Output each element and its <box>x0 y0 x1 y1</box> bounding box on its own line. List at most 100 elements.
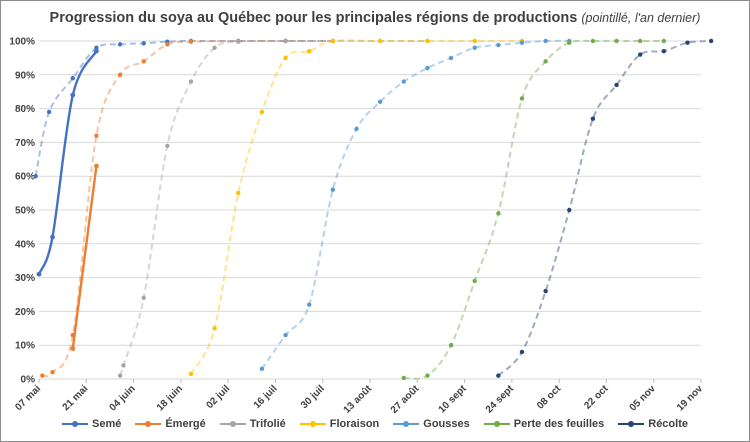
point-previous-floraison <box>307 48 312 54</box>
point-previous-emerge <box>50 370 55 375</box>
point-current-seme <box>50 234 55 240</box>
data-points <box>33 38 714 381</box>
x-tick-label: 18 juin <box>155 383 185 413</box>
x-tick-label: 04 juin <box>108 383 138 413</box>
y-tick-label: 100% <box>9 37 35 48</box>
point-previous-trifolie <box>165 143 170 148</box>
legend-item-floraison: Floraison <box>299 418 380 430</box>
point-previous-gousses <box>307 302 312 307</box>
point-current-seme <box>70 92 76 98</box>
point-previous-recolte <box>614 82 619 88</box>
point-current-seme <box>94 48 99 54</box>
y-tick-label: 30% <box>15 273 35 284</box>
chart-title: Progression du soya au Québec pour les p… <box>1 10 749 26</box>
point-current-emerge <box>70 346 76 351</box>
point-previous-trifolie <box>141 295 146 301</box>
point-previous-gousses <box>259 366 265 372</box>
point-previous-floraison <box>377 38 383 44</box>
point-previous-gousses <box>519 40 525 45</box>
point-previous-perte-des-feuilles <box>590 38 596 44</box>
point-current-emerge <box>94 163 99 169</box>
point-previous-floraison <box>330 38 336 44</box>
point-previous-trifolie <box>121 363 126 368</box>
legend-label: Floraison <box>329 418 380 430</box>
x-tick-label: 22 oct <box>582 383 611 412</box>
legend-swatch <box>618 419 645 429</box>
point-previous-trifolie <box>236 39 241 44</box>
point-previous-gousses <box>496 42 501 48</box>
x-tick-label: 02 juil <box>204 383 232 411</box>
x-tick-label: 27 août <box>389 383 422 416</box>
x-tick-label: 21 mai <box>61 383 91 413</box>
point-previous-emerge <box>188 39 194 44</box>
point-previous-gousses <box>425 65 430 71</box>
point-previous-perte-des-feuilles <box>401 375 406 381</box>
x-tick-label: 07 mai <box>13 383 43 413</box>
point-previous-gousses <box>401 79 406 84</box>
y-tick-label: 0% <box>21 375 36 386</box>
point-previous-perte-des-feuilles <box>519 96 525 101</box>
previous-year-line-trifolie <box>119 39 428 376</box>
point-previous-recolte <box>638 52 643 57</box>
legend-swatch <box>61 419 88 429</box>
point-previous-gousses <box>377 99 383 105</box>
legend-label: Émergé <box>165 418 206 430</box>
point-previous-gousses <box>448 55 454 61</box>
point-previous-trifolie <box>188 79 194 84</box>
point-previous-recolte <box>543 288 548 294</box>
legend-label: Perte des feuilles <box>513 418 605 430</box>
legend-swatch <box>135 419 162 429</box>
point-previous-perte-des-feuilles <box>567 40 572 45</box>
x-tick-label: 24 sept <box>484 383 517 416</box>
y-tick-label: 60% <box>15 172 35 183</box>
point-previous-gousses <box>283 332 288 338</box>
point-current-seme <box>36 271 42 277</box>
x-tick-label: 30 juil <box>299 383 327 411</box>
chart-title-main: Progression du soya au Québec pour les p… <box>49 10 578 26</box>
point-previous-gousses <box>543 38 548 44</box>
point-previous-recolte <box>708 38 714 44</box>
y-tick-label: 40% <box>15 239 35 250</box>
point-previous-emerge <box>141 59 146 64</box>
legend-swatch <box>219 419 246 429</box>
point-previous-perte-des-feuilles <box>638 38 643 44</box>
chart-subtitle: (pointillé, l'an dernier) <box>581 11 701 25</box>
y-axis-ticks: 0% 10% 20% 30% 40% 50% 60% 70% 80% 90% 100% <box>9 37 35 386</box>
point-previous-floraison <box>472 38 477 44</box>
point-previous-seme <box>117 42 123 47</box>
point-previous-floraison <box>425 38 430 44</box>
point-previous-seme <box>70 75 75 81</box>
point-previous-emerge <box>70 332 75 338</box>
point-previous-perte-des-feuilles <box>543 59 548 64</box>
point-previous-emerge <box>94 133 99 138</box>
x-tick-label: 16 juil <box>252 383 280 411</box>
y-tick-label: 70% <box>15 138 35 149</box>
previous-year-line-recolte <box>497 40 712 377</box>
point-previous-recolte <box>590 116 596 121</box>
point-previous-recolte <box>661 48 667 54</box>
point-previous-emerge <box>165 42 170 47</box>
point-previous-perte-des-feuilles <box>661 38 667 44</box>
point-previous-emerge <box>117 72 123 78</box>
current-year-line-seme <box>37 50 98 275</box>
point-previous-gousses <box>472 45 477 50</box>
x-tick-label: 13 août <box>342 383 375 416</box>
legend-item-gousses: Gousses <box>393 418 470 430</box>
y-tick-label: 20% <box>15 307 35 318</box>
point-previous-recolte <box>567 207 572 213</box>
gridlines <box>39 40 701 380</box>
x-axis-ticks: 07 mai 21 mai 04 juin 18 juin 02 juil 16 juil… <box>13 379 705 416</box>
y-tick-label: 90% <box>15 70 35 81</box>
y-tick-label: 80% <box>15 104 35 115</box>
previous-year-line-floraison <box>190 39 522 375</box>
point-previous-floraison <box>259 109 265 115</box>
legend: Semé Émergé Trifolié Floraison Gousses Perte … <box>1 418 749 430</box>
legend-item-recolte: Récolte <box>618 418 688 430</box>
point-previous-perte-des-feuilles <box>448 343 454 348</box>
x-tick-label: 19 nov <box>675 383 705 413</box>
point-previous-gousses <box>354 126 359 132</box>
point-previous-recolte <box>519 349 525 355</box>
point-previous-trifolie <box>117 373 123 378</box>
